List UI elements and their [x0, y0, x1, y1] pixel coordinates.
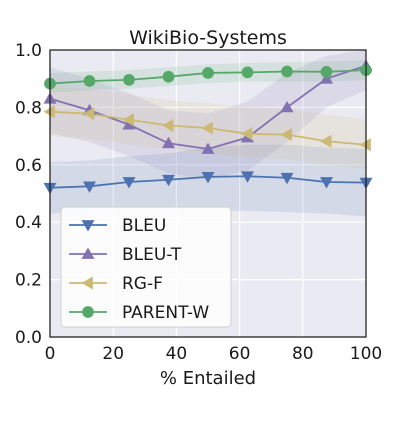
- data-point-rg-f: [43, 105, 55, 119]
- data-point-parent-w: [281, 65, 293, 78]
- data-point-bleu-t: [320, 72, 333, 84]
- y-tick-label: 1.0: [15, 41, 42, 61]
- legend-label: BLEU-T: [122, 245, 182, 265]
- legend-box: [60, 206, 232, 328]
- data-point-bleu-t: [280, 100, 294, 113]
- data-point-bleu: [280, 172, 294, 185]
- data-point-parent-w: [123, 73, 135, 86]
- data-point-bleu: [241, 171, 254, 183]
- data-point-bleu: [320, 177, 333, 189]
- data-point-parent-w: [162, 70, 175, 83]
- data-point-bleu: [122, 177, 136, 189]
- x-tick-label: 100: [350, 344, 382, 364]
- band-bleu-t: [50, 50, 366, 180]
- legend-label: RG-F: [122, 274, 163, 294]
- x-tick-label: 80: [292, 344, 314, 364]
- x-tick-label: 60: [229, 344, 251, 364]
- data-point-parent-w: [202, 67, 214, 79]
- y-axis-ticks: 0.0 0.2 0.4 0.6 0.8 1.0: [15, 41, 42, 348]
- y-tick-label: 0.4: [15, 213, 42, 233]
- data-point-rg-f: [359, 138, 371, 152]
- y-tick-label: 0.0: [15, 328, 42, 348]
- chart-title: WikiBio-Systems: [129, 27, 287, 49]
- legend-label: PARENT-W: [122, 303, 209, 323]
- legend: BLEU BLEU-T RG-F PARENT-W: [60, 206, 232, 328]
- data-point-bleu-t: [201, 142, 215, 154]
- y-tick-label: 0.6: [15, 156, 42, 176]
- data-point-rg-f: [320, 134, 332, 148]
- series-markers: [43, 59, 373, 195]
- y-tick-label: 0.2: [15, 271, 42, 291]
- x-tick-label: 40: [166, 344, 188, 364]
- data-point-rg-f: [201, 121, 213, 135]
- data-point-bleu: [201, 171, 215, 184]
- legend-marker: [81, 276, 93, 290]
- x-tick-label: 0: [45, 344, 56, 364]
- legend-marker: [82, 306, 94, 318]
- data-point-rg-f: [83, 107, 95, 121]
- data-point-bleu: [83, 181, 96, 193]
- legend-marker: [81, 220, 95, 232]
- x-tick-label: 20: [102, 344, 124, 364]
- data-point-bleu: [162, 174, 175, 187]
- data-point-bleu-t: [162, 136, 175, 149]
- data-point-bleu-t: [122, 118, 136, 130]
- data-point-rg-f: [241, 127, 253, 141]
- x-axis-ticks: 0 20 40 60 80 100: [45, 344, 383, 364]
- y-tick-label: 0.8: [15, 98, 42, 118]
- plot-frame: [49, 49, 367, 338]
- data-point-rg-f: [162, 118, 174, 132]
- legend-label: BLEU: [122, 216, 166, 236]
- data-point-parent-w: [241, 66, 254, 79]
- data-point-rg-f: [280, 128, 292, 142]
- data-point-parent-w: [320, 65, 333, 78]
- data-point-parent-w: [83, 75, 96, 87]
- x-axis-label: % Entailed: [160, 368, 256, 389]
- legend-marker: [81, 247, 95, 259]
- data-point-rg-f: [122, 113, 134, 127]
